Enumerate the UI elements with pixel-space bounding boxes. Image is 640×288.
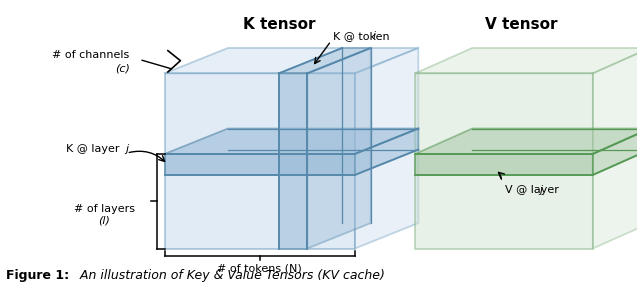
Text: i: i [372, 31, 376, 41]
Polygon shape [415, 73, 593, 249]
Polygon shape [355, 48, 419, 249]
Polygon shape [164, 48, 419, 73]
Text: K @ layer: K @ layer [67, 144, 124, 154]
Text: K tensor: K tensor [243, 18, 315, 33]
Polygon shape [415, 128, 640, 154]
Polygon shape [164, 73, 355, 249]
Text: # of channels: # of channels [52, 50, 130, 60]
Polygon shape [279, 73, 307, 249]
Text: Figure 1:: Figure 1: [6, 269, 69, 283]
Text: j: j [540, 185, 543, 195]
Text: # of tokens (N): # of tokens (N) [218, 263, 302, 273]
Text: j: j [125, 144, 129, 154]
Polygon shape [279, 48, 371, 73]
Text: V tensor: V tensor [485, 18, 557, 33]
Polygon shape [355, 128, 419, 175]
Text: (l): (l) [99, 215, 110, 225]
Polygon shape [415, 154, 593, 175]
Polygon shape [164, 128, 419, 154]
Text: (c): (c) [115, 64, 130, 74]
Polygon shape [593, 48, 640, 249]
Text: # of layers: # of layers [74, 204, 135, 214]
Text: An illustration of Key & Value Tensors (KV cache): An illustration of Key & Value Tensors (… [76, 269, 385, 283]
Polygon shape [593, 128, 640, 175]
Polygon shape [415, 48, 640, 73]
Text: V @ layer: V @ layer [504, 185, 562, 195]
Polygon shape [307, 48, 371, 249]
Polygon shape [164, 154, 355, 175]
Text: K @ token: K @ token [333, 31, 393, 41]
